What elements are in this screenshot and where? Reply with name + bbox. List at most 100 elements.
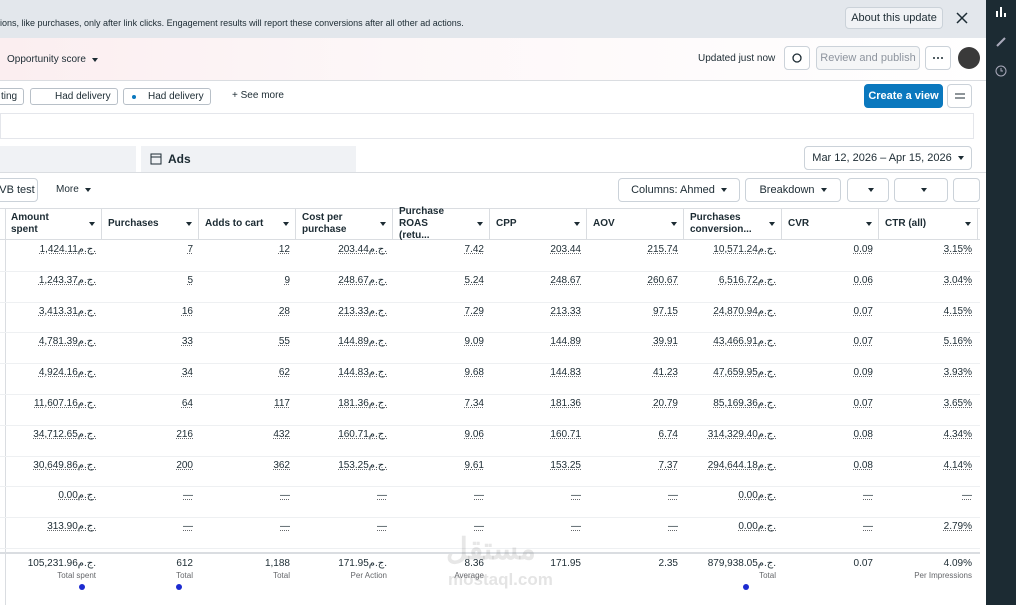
header-label: CTR (all) xyxy=(885,218,927,229)
column-header[interactable]: Cost per purchase xyxy=(296,208,393,240)
table-cell: 2.79% xyxy=(943,521,972,533)
create-view-button[interactable]: Create a view xyxy=(864,84,943,108)
total-label: Total xyxy=(273,571,290,580)
table-cell: 24,870.94ج.م. xyxy=(713,305,776,317)
total-label: Per Action xyxy=(350,571,387,580)
avatar[interactable] xyxy=(958,47,980,69)
table-cell: — xyxy=(183,490,193,502)
table-cell: 153.25ج.م. xyxy=(338,459,387,471)
reports-button[interactable] xyxy=(847,178,889,202)
banner-text: ions, like purchases, only after link cl… xyxy=(0,18,464,28)
table-cell: 0.00ج.م. xyxy=(738,521,776,533)
sort-caret xyxy=(186,222,192,226)
total-value: 879,938.05ج.م. xyxy=(707,558,776,569)
columns-button[interactable]: Columns: Ahmed xyxy=(618,178,740,202)
sort-caret xyxy=(866,222,872,226)
table-cell: 4.34% xyxy=(943,428,972,440)
row-divider xyxy=(0,424,980,426)
total-label: Total xyxy=(759,571,776,580)
table: Amount spent Purchases Adds to cart Cost pe… xyxy=(0,206,980,605)
table-cell: 34,712.65ج.م. xyxy=(33,428,96,440)
chart-button[interactable] xyxy=(953,178,980,202)
status-dot xyxy=(78,584,85,590)
table-cell: 248.67ج.م. xyxy=(338,274,387,286)
table-cell: — xyxy=(571,490,581,502)
total-value: 612 xyxy=(176,558,193,569)
column-header[interactable]: Adds to cart xyxy=(199,208,296,240)
table-cell: — xyxy=(962,490,972,502)
date-picker[interactable]: Mar 12, 2026 – Apr 15, 2026 xyxy=(804,146,972,170)
table-cell: 203.44 xyxy=(550,244,581,255)
table-cell: 0.09 xyxy=(853,367,873,379)
column-header[interactable]: CTR (all) xyxy=(879,208,978,240)
more-menu[interactable]: More xyxy=(56,184,91,195)
breakdown-button[interactable]: Breakdown xyxy=(745,178,841,202)
column-header[interactable]: AOV xyxy=(587,208,684,240)
column-header[interactable]: Amount spent xyxy=(5,208,102,240)
table-cell: 62 xyxy=(278,367,290,379)
total-label: Total xyxy=(176,571,193,580)
totals-divider xyxy=(0,552,980,554)
close-icon[interactable] xyxy=(956,12,968,24)
search-bar[interactable] xyxy=(0,113,974,139)
header-label: Adds to cart xyxy=(205,218,264,229)
ads-tab[interactable]: Ads xyxy=(141,146,356,172)
table-cell: 7.42 xyxy=(464,244,484,255)
total-value: 2.35 xyxy=(658,558,678,569)
column-header[interactable]: CVR xyxy=(782,208,879,240)
filter-chip[interactable]: Had delivery xyxy=(30,88,118,105)
total-value: 1,188 xyxy=(264,558,290,569)
table-cell: 10,571.24ج.م. xyxy=(713,244,776,255)
sort-caret xyxy=(965,222,971,226)
table-cell: 4,781.39ج.م. xyxy=(38,336,96,348)
total-label: Per Impressions xyxy=(914,571,972,580)
filter-chip[interactable]: Had delivery xyxy=(123,88,211,105)
chart-icon[interactable] xyxy=(995,6,1007,18)
column-header[interactable]: Purchase ROAS (retu... xyxy=(393,206,490,241)
table-cell: 4.14% xyxy=(943,459,972,471)
table-cell: 47,659.95ج.م. xyxy=(713,367,776,379)
row-divider xyxy=(0,517,980,519)
column-header[interactable]: CPP xyxy=(490,208,587,240)
sort-caret xyxy=(574,222,580,226)
header-label: Cost per purchase xyxy=(302,212,347,235)
about-button[interactable]: About this update xyxy=(845,7,943,29)
watermark-url: mostaql.com xyxy=(448,570,553,589)
breakdown-label: Breakdown xyxy=(759,184,815,196)
publish-button[interactable]: Review and publish xyxy=(816,46,920,70)
refresh-button[interactable] xyxy=(784,46,810,70)
table-cell: 16 xyxy=(181,305,193,317)
table-cell: 0.08 xyxy=(853,459,873,471)
table-cell: 294,644.18ج.م. xyxy=(707,459,776,471)
tab[interactable] xyxy=(0,146,136,172)
table-cell: 160.71ج.م. xyxy=(338,428,387,440)
column-header[interactable]: Purchases conversion... xyxy=(684,208,782,240)
table-cell: 216 xyxy=(176,428,193,440)
edit-icon[interactable] xyxy=(995,36,1007,48)
table-cell: 5.24 xyxy=(464,274,484,286)
table-cell: 200 xyxy=(176,459,193,471)
see-more[interactable]: + See more xyxy=(232,90,284,101)
header-row-bg xyxy=(0,208,980,240)
table-cell: 1,243.37ج.م. xyxy=(38,274,96,286)
sort-caret xyxy=(283,222,289,226)
ab-test-button[interactable]: VB test xyxy=(0,178,38,202)
filter-settings[interactable] xyxy=(947,84,972,108)
row-divider xyxy=(0,332,980,334)
table-cell: 1,424.11ج.م. xyxy=(39,244,96,255)
table-cell: — xyxy=(280,521,290,533)
opportunity-score[interactable]: Opportunity score xyxy=(7,54,98,65)
export-button[interactable] xyxy=(894,178,948,202)
status-dot xyxy=(175,584,182,590)
table-cell: 39.91 xyxy=(652,336,678,348)
table-cell: 181.36 xyxy=(550,398,581,409)
row-divider xyxy=(0,270,980,272)
table-cell: 0.06 xyxy=(853,274,873,286)
filter-chip[interactable]: ting xyxy=(0,88,25,105)
history-icon[interactable] xyxy=(995,65,1007,77)
column-divider xyxy=(5,208,6,605)
column-header[interactable]: Purchases xyxy=(102,208,199,240)
table-cell: 3.15% xyxy=(943,244,972,255)
more-button[interactable] xyxy=(925,46,951,70)
opportunity-label: Opportunity score xyxy=(7,54,86,65)
